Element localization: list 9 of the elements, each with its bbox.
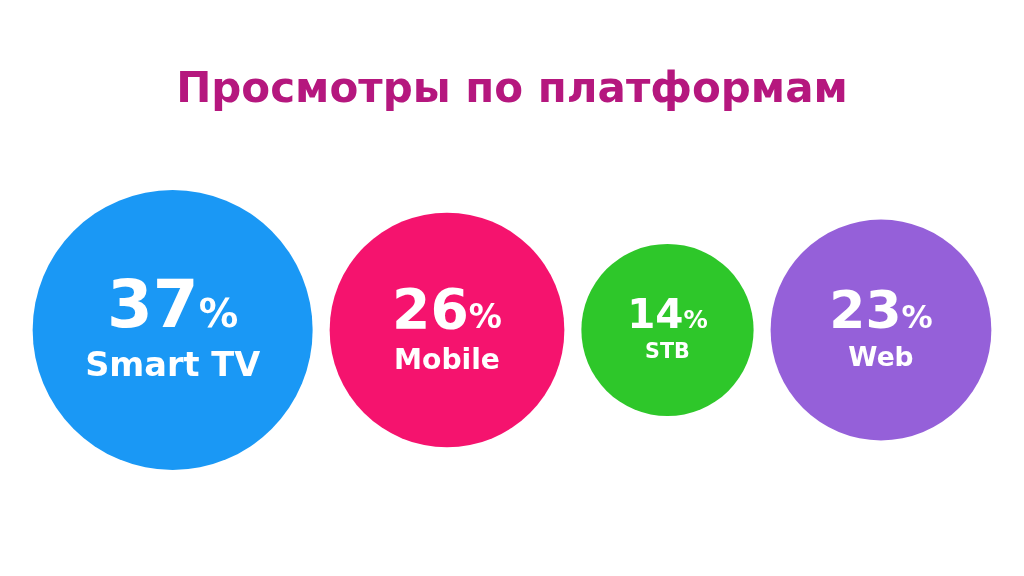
data-label: 23%: [829, 279, 933, 340]
text: Просмотры по платформам: [175, 63, 849, 112]
category-label: Mobile: [394, 342, 500, 376]
data-label: 14%: [627, 290, 708, 339]
category-label: STB: [645, 339, 690, 364]
data-label: 26%: [392, 276, 502, 341]
category-label: Web: [848, 341, 914, 373]
data-label: 37%: [107, 266, 239, 344]
category-label: Smart TV: [85, 345, 261, 385]
